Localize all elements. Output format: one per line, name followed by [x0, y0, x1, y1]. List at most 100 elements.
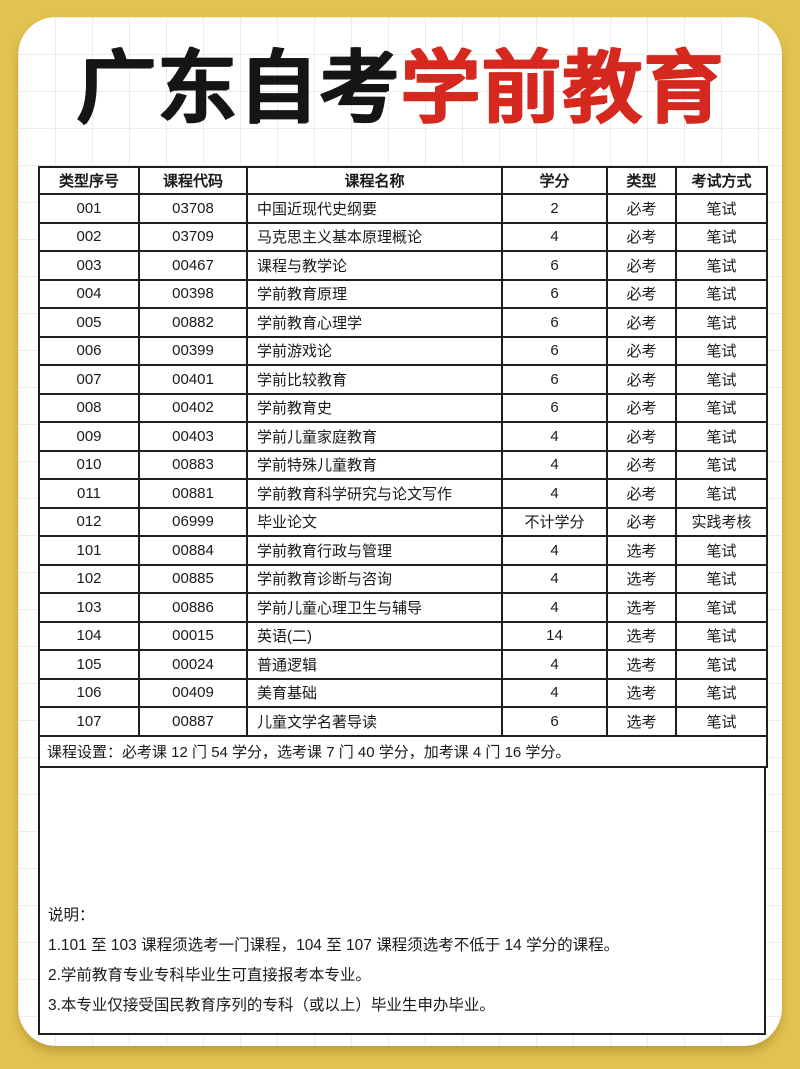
cell-type-number: 012	[38, 506, 140, 537]
cell-exam-method: 笔试	[675, 193, 768, 224]
table-row: 009 00403 学前儿童家庭教育 4 必考 笔试	[38, 421, 768, 452]
cell-type: 必考	[606, 307, 677, 338]
cell-credits: 6	[501, 250, 608, 281]
course-table: 类型序号 课程代码 课程名称 学分 类型 考试方式 001 03708 中国近现…	[38, 166, 768, 768]
cell-type: 选考	[606, 535, 677, 566]
cell-course-name: 学前教育行政与管理	[246, 535, 503, 566]
cell-course-name: 英语(二)	[246, 620, 503, 651]
cell-exam-method: 笔试	[675, 250, 768, 281]
cell-credits: 4	[501, 563, 608, 594]
cell-exam-method: 笔试	[675, 364, 768, 395]
cell-course-code: 00409	[138, 677, 248, 708]
table-footer-row: 课程设置：必考课 12 门 54 学分，选考课 7 门 40 学分，加考课 4 …	[38, 734, 768, 768]
cell-course-code: 00402	[138, 392, 248, 423]
cell-type: 选考	[606, 649, 677, 680]
table-row: 001 03708 中国近现代史纲要 2 必考 笔试	[38, 193, 768, 224]
table-body: 001 03708 中国近现代史纲要 2 必考 笔试 002 03709 马克思…	[38, 193, 768, 737]
table-header-row: 类型序号 课程代码 课程名称 学分 类型 考试方式	[38, 166, 768, 195]
cell-exam-method: 笔试	[675, 706, 768, 737]
table-row: 002 03709 马克思主义基本原理概论 4 必考 笔试	[38, 221, 768, 252]
cell-credits: 4	[501, 649, 608, 680]
table-row: 101 00884 学前教育行政与管理 4 选考 笔试	[38, 535, 768, 566]
cell-exam-method: 笔试	[675, 563, 768, 594]
cell-credits: 4	[501, 592, 608, 623]
cell-exam-method: 笔试	[675, 677, 768, 708]
cell-course-code: 00015	[138, 620, 248, 651]
table-row: 104 00015 英语(二) 14 选考 笔试	[38, 620, 768, 651]
cell-type-number: 008	[38, 392, 140, 423]
header-type: 类型	[606, 166, 677, 195]
cell-credits: 4	[501, 421, 608, 452]
cell-credits: 不计学分	[501, 506, 608, 537]
cell-type-number: 004	[38, 278, 140, 309]
cell-course-name: 学前教育原理	[246, 278, 503, 309]
cell-course-name: 学前儿童家庭教育	[246, 421, 503, 452]
table-row: 003 00467 课程与教学论 6 必考 笔试	[38, 250, 768, 281]
cell-course-code: 00883	[138, 449, 248, 480]
cell-credits: 14	[501, 620, 608, 651]
cell-course-code: 00024	[138, 649, 248, 680]
cell-course-code: 00403	[138, 421, 248, 452]
cell-type: 选考	[606, 677, 677, 708]
cell-exam-method: 笔试	[675, 421, 768, 452]
cell-credits: 6	[501, 706, 608, 737]
cell-type-number: 006	[38, 335, 140, 366]
cell-type: 必考	[606, 364, 677, 395]
cell-type: 必考	[606, 335, 677, 366]
cell-course-name: 学前教育科学研究与论文写作	[246, 478, 503, 509]
cell-type: 必考	[606, 193, 677, 224]
table-row: 007 00401 学前比较教育 6 必考 笔试	[38, 364, 768, 395]
cell-type-number: 001	[38, 193, 140, 224]
cell-course-name: 学前比较教育	[246, 364, 503, 395]
cell-type-number: 106	[38, 677, 140, 708]
cell-course-code: 00398	[138, 278, 248, 309]
table-row: 004 00398 学前教育原理 6 必考 笔试	[38, 278, 768, 309]
cell-course-name: 学前特殊儿童教育	[246, 449, 503, 480]
note-item: 2.学前教育专业专科毕业生可直接报考本专业。	[48, 966, 371, 984]
cell-credits: 6	[501, 278, 608, 309]
cell-course-code: 06999	[138, 506, 248, 537]
cell-course-code: 00887	[138, 706, 248, 737]
cell-type: 必考	[606, 506, 677, 537]
cell-type: 选考	[606, 592, 677, 623]
cell-type: 必考	[606, 221, 677, 252]
table-row: 102 00885 学前教育诊断与咨询 4 选考 笔试	[38, 563, 768, 594]
cell-type-number: 010	[38, 449, 140, 480]
cell-course-name: 学前教育心理学	[246, 307, 503, 338]
cell-exam-method: 笔试	[675, 649, 768, 680]
header-exam-method: 考试方式	[675, 166, 768, 195]
cell-type-number: 103	[38, 592, 140, 623]
table-row: 012 06999 毕业论文 不计学分 必考 实践考核	[38, 506, 768, 537]
cell-course-name: 毕业论文	[246, 506, 503, 537]
cell-type: 必考	[606, 449, 677, 480]
cell-course-code: 03709	[138, 221, 248, 252]
cell-type: 必考	[606, 478, 677, 509]
cell-type-number: 002	[38, 221, 140, 252]
table-row: 106 00409 美育基础 4 选考 笔试	[38, 677, 768, 708]
table-row: 005 00882 学前教育心理学 6 必考 笔试	[38, 307, 768, 338]
cell-course-code: 00882	[138, 307, 248, 338]
cell-credits: 4	[501, 677, 608, 708]
notes-heading: 说明：	[48, 906, 95, 924]
cell-course-code: 00881	[138, 478, 248, 509]
cell-exam-method: 笔试	[675, 221, 768, 252]
cell-type-number: 011	[38, 478, 140, 509]
cell-type: 选考	[606, 706, 677, 737]
cell-type-number: 009	[38, 421, 140, 452]
cell-credits: 6	[501, 307, 608, 338]
cell-credits: 2	[501, 193, 608, 224]
cell-exam-method: 笔试	[675, 335, 768, 366]
page-title: 广东自考学前教育	[18, 44, 782, 132]
cell-credits: 6	[501, 335, 608, 366]
cell-type-number: 105	[38, 649, 140, 680]
notes-box: 说明： 1.101 至 103 课程须选考一门课程，104 至 107 课程须选…	[38, 767, 766, 1035]
cell-course-code: 00399	[138, 335, 248, 366]
cell-course-name: 课程与教学论	[246, 250, 503, 281]
cell-exam-method: 笔试	[675, 620, 768, 651]
cell-type: 必考	[606, 392, 677, 423]
cell-credits: 4	[501, 449, 608, 480]
note-item: 1.101 至 103 课程须选考一门课程，104 至 107 课程须选考不低于…	[48, 936, 620, 954]
table-row: 105 00024 普通逻辑 4 选考 笔试	[38, 649, 768, 680]
cell-course-name: 学前游戏论	[246, 335, 503, 366]
cell-type-number: 003	[38, 250, 140, 281]
